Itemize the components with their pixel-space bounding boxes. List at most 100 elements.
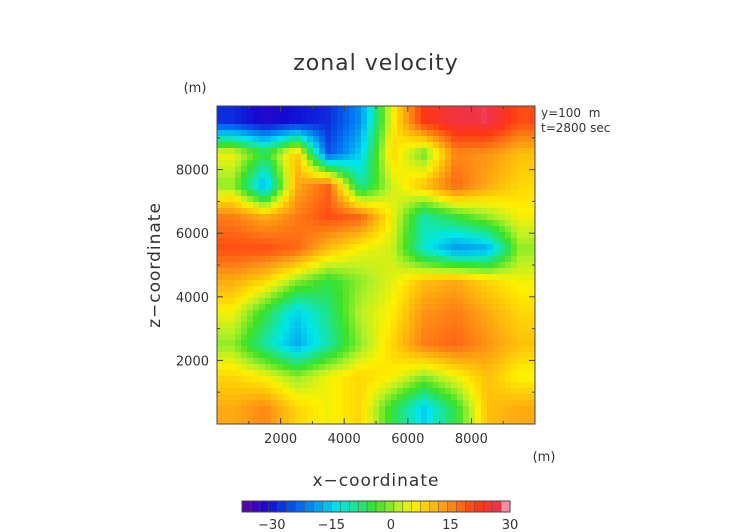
heatmap-cell (373, 160, 380, 167)
heatmap-cell (313, 178, 320, 185)
heatmap-cell (217, 214, 224, 221)
heatmap-cell (367, 148, 374, 155)
heatmap-cell (427, 124, 434, 131)
heatmap-cell (289, 316, 296, 323)
heatmap-cell (499, 184, 506, 191)
heatmap-cell (307, 292, 314, 299)
heatmap-cell (457, 202, 464, 209)
heatmap-cell (253, 136, 260, 143)
heatmap-cell (271, 130, 278, 137)
heatmap-cell (253, 214, 260, 221)
heatmap-cell (445, 142, 452, 149)
heatmap-cell (217, 178, 224, 185)
heatmap-cell (343, 190, 350, 197)
heatmap-cell (511, 322, 518, 329)
heatmap-cell (505, 322, 512, 329)
heatmap-cell (469, 238, 476, 245)
heatmap-cell (331, 184, 338, 191)
heatmap-cell (505, 346, 512, 353)
heatmap-cell (391, 118, 398, 125)
heatmap-cell (511, 262, 518, 269)
heatmap-cell (415, 286, 422, 293)
heatmap-cell (349, 280, 356, 287)
heatmap-cell (403, 334, 410, 341)
heatmap-cell (505, 370, 512, 377)
heatmap-cell (493, 184, 500, 191)
heatmap-cell (487, 274, 494, 281)
heatmap-cell (517, 214, 524, 221)
heatmap-cell (469, 322, 476, 329)
heatmap-cell (247, 292, 254, 299)
heatmap-cell (529, 388, 535, 395)
heatmap-cell (343, 112, 350, 119)
heatmap-cell (445, 304, 452, 311)
heatmap-cell (367, 388, 374, 395)
heatmap-cell (457, 136, 464, 143)
heatmap-cell (301, 358, 308, 365)
heatmap-cell (421, 232, 428, 239)
heatmap-cell (493, 118, 500, 125)
annotation-line-2: t=2800 sec (541, 121, 610, 135)
heatmap-cell (487, 244, 494, 251)
heatmap-cell (511, 358, 518, 365)
heatmap-cell (517, 412, 524, 419)
heatmap-cell (457, 172, 464, 179)
heatmap-cell (415, 172, 422, 179)
heatmap-cell (505, 328, 512, 335)
heatmap-cell (355, 388, 362, 395)
heatmap-cell (373, 166, 380, 173)
heatmap-cell (517, 190, 524, 197)
heatmap-cell (415, 112, 422, 119)
heatmap-cell (445, 322, 452, 329)
heatmap-cell (271, 220, 278, 227)
heatmap-cell (259, 346, 266, 353)
heatmap-cell (523, 118, 530, 125)
heatmap-cell (373, 172, 380, 179)
heatmap-cell (499, 136, 506, 143)
heatmap-cell (343, 352, 350, 359)
heatmap-cell (301, 118, 308, 125)
heatmap-cell (313, 304, 320, 311)
heatmap-cell (301, 274, 308, 281)
heatmap-cell (301, 238, 308, 245)
heatmap-cell (463, 364, 470, 371)
heatmap-cell (337, 136, 344, 143)
heatmap-cell (289, 190, 296, 197)
heatmap-cell (343, 184, 350, 191)
heatmap-cell (457, 190, 464, 197)
heatmap-cell (391, 208, 398, 215)
heatmap-cell (301, 280, 308, 287)
heatmap-cell (367, 316, 374, 323)
heatmap-cell (283, 250, 290, 257)
heatmap-cell (361, 388, 368, 395)
heatmap-cell (283, 214, 290, 221)
heatmap-cell (253, 112, 260, 119)
heatmap-cell (481, 292, 488, 299)
heatmap-cell (259, 418, 266, 424)
heatmap-cell (241, 184, 248, 191)
heatmap-cell (397, 406, 404, 413)
heatmap-cell (331, 304, 338, 311)
heatmap-cell (319, 172, 326, 179)
heatmap-cell (313, 166, 320, 173)
heatmap-cell (511, 352, 518, 359)
heatmap-cell (445, 124, 452, 131)
heatmap-cell (523, 280, 530, 287)
heatmap-cell (463, 172, 470, 179)
heatmap-cell (511, 142, 518, 149)
heatmap-cell (325, 202, 332, 209)
heatmap-cell (295, 148, 302, 155)
heatmap-cell (451, 130, 458, 137)
heatmap-cell (253, 238, 260, 245)
heatmap-cell (331, 274, 338, 281)
heatmap-cell (325, 400, 332, 407)
heatmap-cell (421, 196, 428, 203)
heatmap-cell (217, 412, 224, 419)
heatmap-cell (277, 232, 284, 239)
heatmap-cell (241, 268, 248, 275)
heatmap-cell (253, 382, 260, 389)
heatmap-cell (355, 142, 362, 149)
heatmap-cell (307, 382, 314, 389)
heatmap-cell (385, 352, 392, 359)
heatmap-cell (409, 214, 416, 221)
